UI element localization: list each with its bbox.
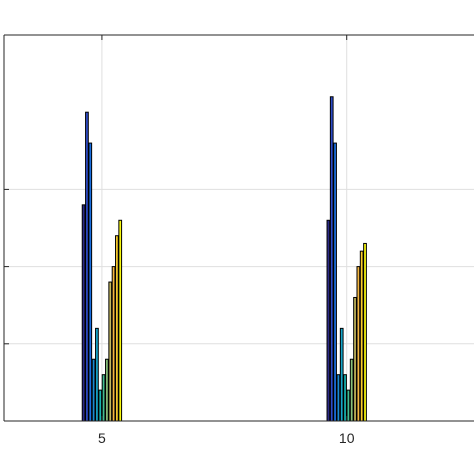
bar — [346, 389, 351, 422]
bar — [333, 142, 337, 422]
bar — [91, 358, 96, 422]
bar — [81, 204, 86, 422]
x-tick-label: 10 — [339, 430, 355, 446]
bar — [118, 219, 123, 422]
bar — [85, 111, 89, 422]
bar — [326, 219, 331, 422]
bar — [353, 296, 357, 422]
bar — [115, 235, 119, 422]
bar — [105, 358, 109, 422]
bar — [359, 250, 364, 422]
bar — [88, 142, 93, 422]
bar — [336, 374, 341, 422]
bar — [111, 266, 116, 422]
bar — [329, 96, 334, 422]
y-ticks — [4, 188, 9, 345]
bar — [95, 327, 99, 422]
x-ticks — [101, 35, 348, 421]
bar — [343, 374, 347, 422]
bar — [363, 242, 367, 422]
bar — [101, 374, 106, 422]
bars — [81, 96, 367, 422]
bar — [339, 327, 344, 422]
x-tick-label: 5 — [98, 430, 106, 446]
bar — [356, 266, 361, 422]
bar — [108, 281, 113, 422]
bar — [98, 389, 103, 422]
plot-background — [4, 35, 474, 421]
bar — [349, 358, 354, 422]
